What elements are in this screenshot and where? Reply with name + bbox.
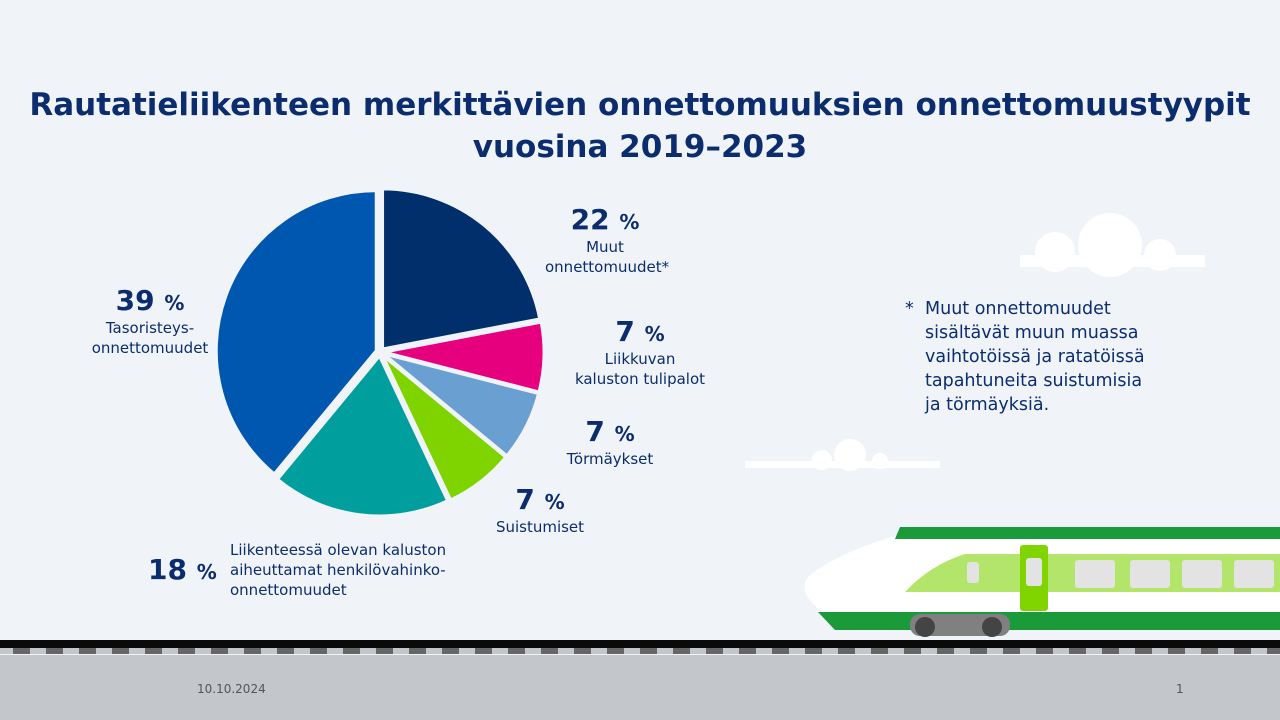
slice-label-tormaykset: 7 % Törmäykset [566, 415, 654, 469]
pie-slice [381, 354, 508, 502]
pie-slice [381, 187, 542, 351]
train-illustration [804, 527, 1280, 637]
rail [0, 640, 1280, 648]
footnote: * Muut onnettomuudet sisältävät muun muas… [905, 299, 1145, 415]
slice-label-henkilovahinko-pct: 18 % [148, 553, 217, 586]
rail-ties [0, 648, 1280, 654]
pie-slice [382, 352, 541, 458]
chart-title: Rautatieliikenteen merkittävien onnettom… [29, 87, 1251, 165]
slice-label-tasoristeys: 39 % Tasoristeys-onnettomuudet [91, 284, 209, 358]
footer-date: 10.10.2024 [197, 682, 266, 696]
slice-label-muut: 22 % Muut onnettomuudet* [545, 203, 670, 277]
footer: 10.10.2024 1 [0, 655, 1280, 720]
pie-slice [275, 353, 450, 518]
slice-label-tulipalot: 7 % Liikkuvan kaluston tulipalot [574, 315, 706, 389]
pie-slice [383, 320, 546, 394]
slice-label-suistumiset: 7 % Suistumiset [495, 483, 585, 537]
page-number: 1 [1176, 682, 1184, 696]
cloud-icon [745, 213, 1205, 471]
slice-label-henkilovahinko: Liikenteessä olevan kaluston aiheuttamat … [230, 541, 447, 599]
pie-slice [214, 189, 378, 477]
